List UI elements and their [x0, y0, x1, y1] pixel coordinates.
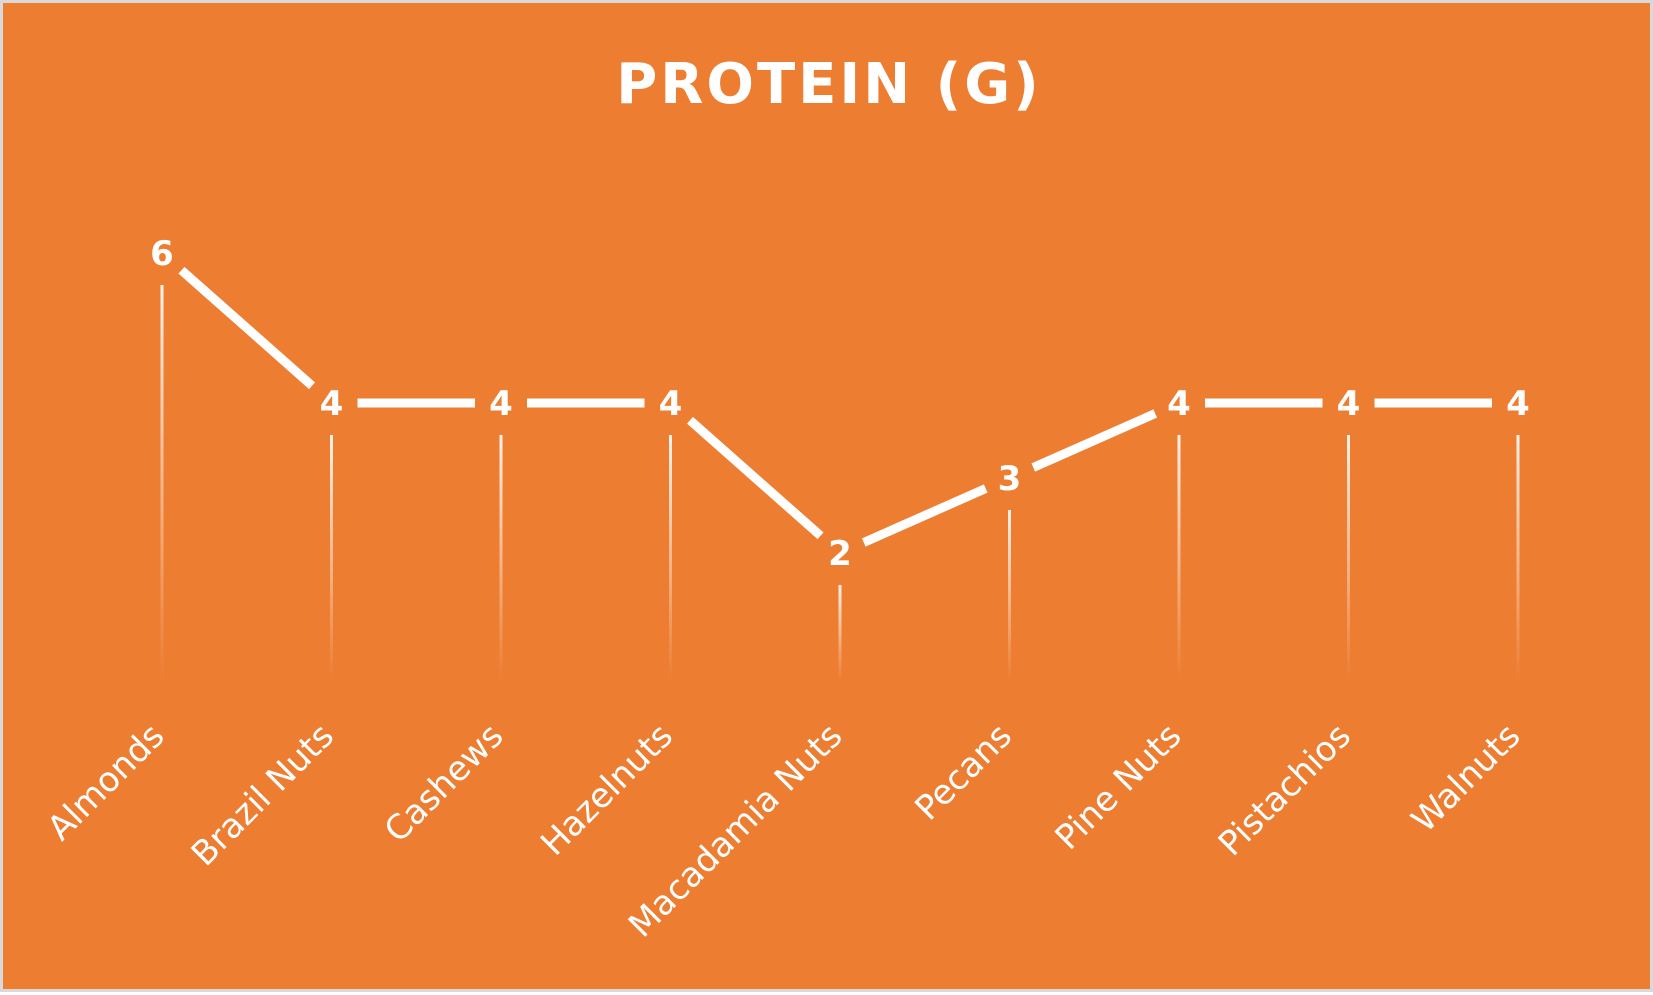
line-segment	[1031, 409, 1158, 472]
line-segment	[861, 484, 988, 547]
drop-line-pistachios	[1347, 435, 1350, 681]
x-tick-label-pine-nuts: Pine Nuts	[1048, 716, 1190, 858]
drop-lines	[160, 285, 1520, 681]
x-tick-label-hazelnuts: Hazelnuts	[533, 716, 681, 864]
data-label-pine-nuts: 4	[1167, 384, 1191, 424]
drop-line-brazil-nuts	[330, 435, 333, 681]
data-label-hazelnuts: 4	[659, 384, 683, 424]
drop-line-cashews	[499, 435, 503, 681]
x-tick-label-pistachios: Pistachios	[1211, 716, 1359, 864]
drop-line-pine-nuts	[1177, 435, 1181, 681]
data-label-pistachios: 4	[1337, 384, 1361, 424]
x-tick-label-cashews: Cashews	[377, 716, 512, 851]
drop-line-pecans	[1008, 510, 1011, 681]
data-label-cashews: 4	[489, 384, 513, 424]
drop-line-almonds	[160, 285, 164, 681]
x-tick-label-pecans: Pecans	[907, 716, 1019, 828]
series-line	[178, 266, 1492, 547]
x-tick-label-walnuts: Walnuts	[1404, 716, 1528, 840]
chart-title: PROTEIN (G)	[616, 52, 1042, 117]
x-tick-label-brazil-nuts: Brazil Nuts	[184, 716, 342, 874]
drop-line-walnuts	[1516, 435, 1520, 681]
data-label-macadamia-nuts: 2	[828, 534, 852, 574]
line-segment	[178, 266, 316, 390]
x-tick-label-almonds: Almonds	[40, 716, 173, 849]
x-axis-tick-labels: Almonds Brazil Nuts Cashews HazelnutsMacada…	[40, 716, 1529, 945]
line-chart: PROTEIN (G) 6 4 4 4 2 3 4 4 4 Almonds Brazil Nuts…	[40, 52, 1530, 945]
line-segment	[686, 416, 824, 540]
drop-line-macadamia-nuts	[838, 585, 842, 681]
data-label-walnuts: 4	[1506, 384, 1530, 424]
data-labels: 6 4 4 4 2 3 4 4 4	[150, 234, 1530, 574]
data-label-brazil-nuts: 4	[320, 384, 344, 424]
data-label-pecans: 3	[998, 459, 1022, 499]
drop-line-hazelnuts	[669, 435, 672, 681]
data-label-almonds: 6	[150, 234, 174, 274]
